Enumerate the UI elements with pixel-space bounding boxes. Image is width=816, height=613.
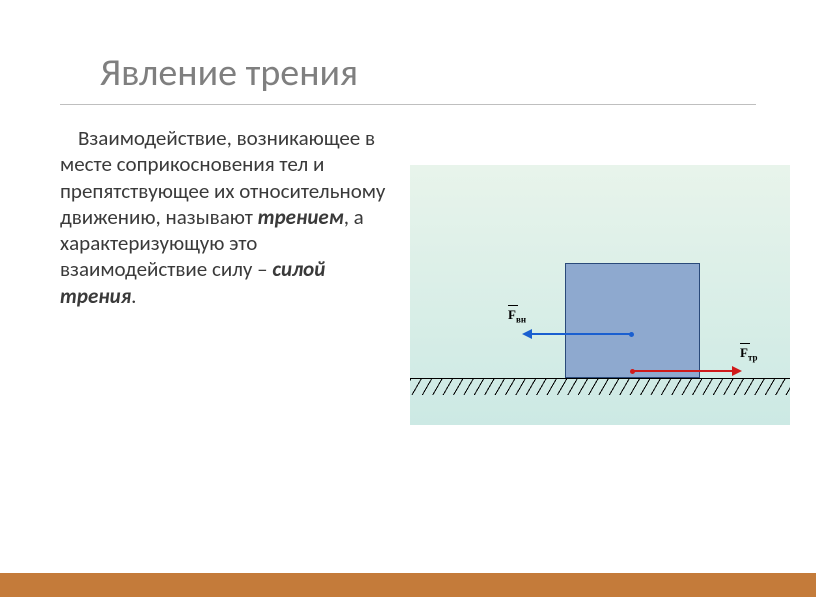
block-shape (565, 263, 700, 378)
hatching-pattern (410, 379, 790, 395)
footer-accent-bar (0, 573, 816, 597)
force-label-vn: Fвн (508, 305, 526, 325)
force-F-tr: F (740, 345, 748, 360)
title-underline (60, 104, 756, 105)
body-b1: трением (258, 204, 344, 230)
force-F-vn: F (508, 307, 516, 322)
force-label-tr: Fтр (740, 343, 758, 363)
diagram-column: Fвн Fтр (410, 125, 790, 425)
arrow-origin-icon (630, 369, 635, 374)
slide: Явление трения Взаимодействие, возникающ… (0, 0, 816, 613)
body-p3: . (131, 283, 136, 309)
force-sub-vn: вн (516, 315, 526, 325)
arrow-head-icon (732, 366, 742, 376)
force-arrow-vn (532, 333, 632, 335)
arrow-head-icon (522, 329, 532, 339)
slide-title: Явление трения (100, 50, 756, 96)
content-area: Взаимодействие, возникающее в месте сопр… (60, 125, 756, 425)
arrow-origin-icon (629, 332, 634, 337)
ground-hatching (410, 379, 790, 395)
force-arrow-tr (632, 370, 732, 372)
friction-diagram: Fвн Fтр (410, 165, 790, 425)
body-text: Взаимодействие, возникающее в месте сопр… (60, 125, 400, 309)
text-column: Взаимодействие, возникающее в месте сопр… (60, 125, 400, 425)
force-sub-tr: тр (748, 353, 758, 363)
